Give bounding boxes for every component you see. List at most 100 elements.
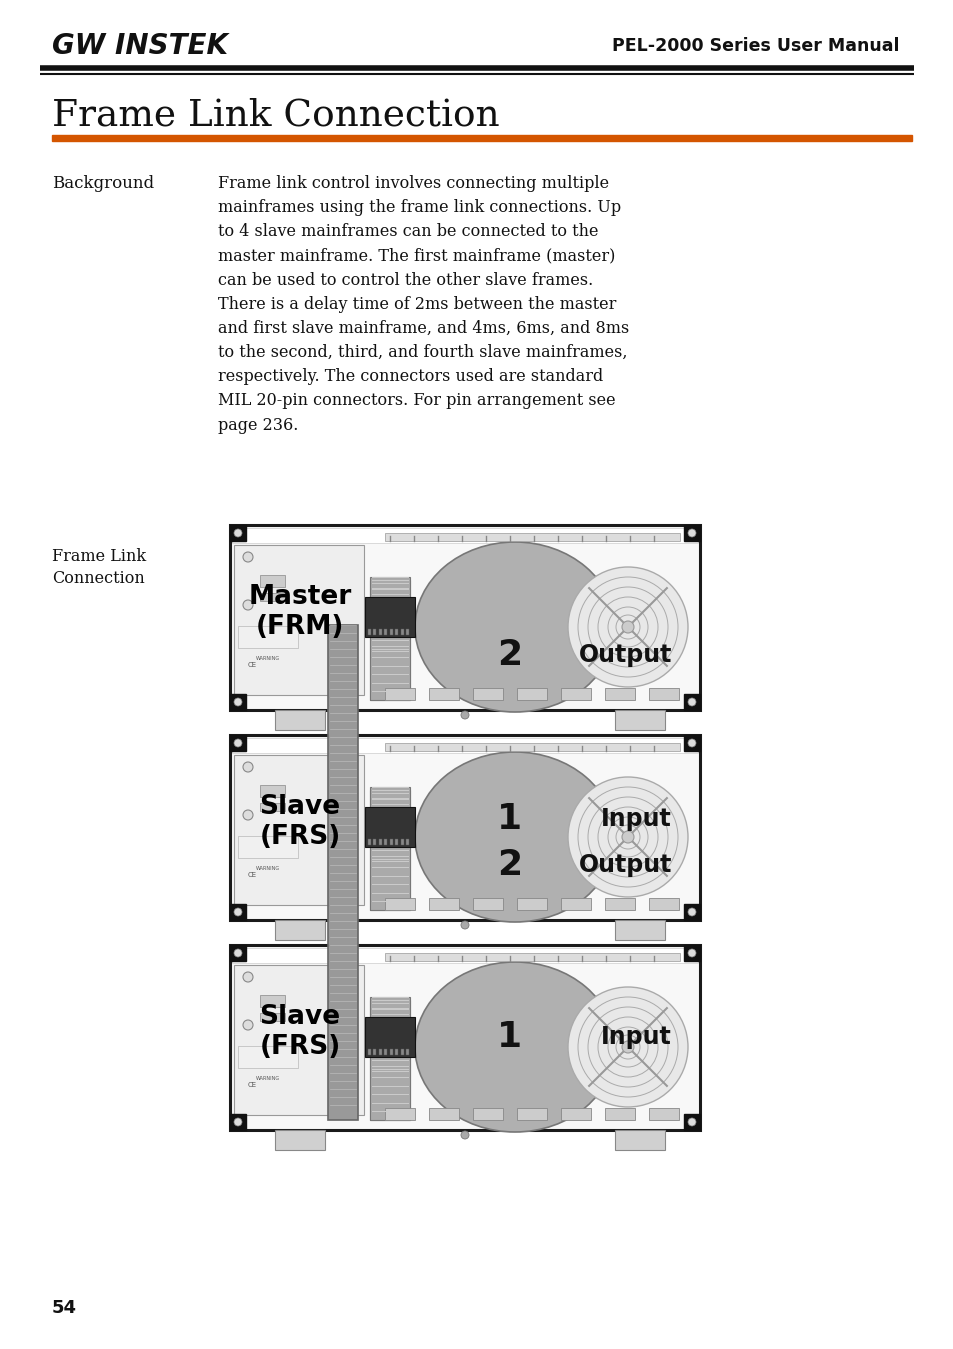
Circle shape [621, 621, 634, 633]
Bar [260, 1013, 285, 1021]
Bar [230, 946, 246, 960]
Bar [560, 1108, 590, 1120]
Bar [328, 625, 357, 1120]
Bar [385, 688, 415, 700]
Bar [274, 710, 325, 730]
Circle shape [567, 567, 687, 687]
Text: WARNING: WARNING [255, 866, 280, 871]
Bar [370, 1000, 410, 1120]
Bar [232, 738, 698, 753]
Text: 1: 1 [497, 1020, 522, 1054]
Bar [260, 785, 285, 797]
Text: 2: 2 [497, 849, 522, 882]
Bar [52, 135, 911, 142]
Bar [560, 898, 590, 911]
Bar [368, 629, 371, 635]
Bar [274, 1130, 325, 1149]
Circle shape [687, 1118, 696, 1126]
Bar [390, 1050, 393, 1055]
Bar [385, 743, 679, 751]
Bar [230, 693, 246, 710]
Text: GW INSTEK: GW INSTEK [52, 32, 228, 59]
Bar [615, 1130, 664, 1149]
Bar [378, 839, 381, 844]
Bar [230, 735, 246, 751]
Bar [648, 898, 679, 911]
Bar [473, 898, 502, 911]
Bar [237, 836, 297, 858]
Text: Input: Input [600, 1025, 671, 1050]
Bar [406, 629, 409, 635]
Bar [237, 626, 297, 648]
Bar [365, 1017, 415, 1058]
Bar [406, 1050, 409, 1055]
Text: Output: Output [578, 853, 671, 877]
Text: CE: CE [247, 662, 256, 668]
Bar [368, 839, 371, 844]
Circle shape [233, 739, 242, 747]
Bar [232, 948, 698, 963]
Circle shape [567, 987, 687, 1108]
Bar [230, 904, 246, 920]
Bar [230, 525, 700, 710]
Circle shape [243, 1020, 253, 1031]
Text: CE: CE [247, 1082, 256, 1089]
Bar [274, 920, 325, 940]
Text: Input: Input [600, 807, 671, 831]
Circle shape [687, 948, 696, 956]
Text: PEL-2000 Series User Manual: PEL-2000 Series User Manual [612, 36, 899, 55]
Bar [373, 839, 375, 844]
Bar [683, 525, 700, 541]
Bar [560, 688, 590, 700]
Circle shape [687, 908, 696, 916]
Bar [230, 946, 700, 1130]
Text: Slave
(FRS): Slave (FRS) [259, 1004, 340, 1060]
Bar [648, 1108, 679, 1120]
Bar [230, 1114, 246, 1130]
Text: Frame Link
Connection: Frame Link Connection [52, 548, 146, 587]
Ellipse shape [415, 751, 615, 921]
Circle shape [233, 1118, 242, 1126]
Bar [429, 898, 458, 911]
Bar [384, 629, 387, 635]
Bar [517, 1108, 546, 1120]
Bar [370, 577, 410, 700]
Bar [260, 594, 285, 602]
Text: Background: Background [52, 175, 154, 192]
Bar [395, 839, 397, 844]
Ellipse shape [415, 542, 615, 712]
Bar [395, 1050, 397, 1055]
Bar [384, 1050, 387, 1055]
Bar [400, 629, 403, 635]
Bar [615, 710, 664, 730]
Bar [384, 839, 387, 844]
Text: 1: 1 [497, 803, 522, 836]
Bar [230, 525, 246, 541]
Circle shape [243, 973, 253, 982]
Bar [260, 996, 285, 1006]
Bar [233, 545, 364, 695]
Bar [230, 735, 700, 920]
Circle shape [233, 948, 242, 956]
Bar [385, 533, 679, 541]
Circle shape [243, 600, 253, 610]
Circle shape [233, 908, 242, 916]
Bar [400, 839, 403, 844]
Bar [370, 786, 410, 911]
Ellipse shape [415, 962, 615, 1132]
Circle shape [243, 552, 253, 563]
Bar [378, 1050, 381, 1055]
Bar [385, 898, 415, 911]
Circle shape [233, 697, 242, 706]
Circle shape [460, 1130, 469, 1139]
Bar [683, 735, 700, 751]
Text: Output: Output [578, 643, 671, 666]
Bar [473, 688, 502, 700]
Circle shape [621, 1041, 634, 1054]
Bar [365, 598, 415, 637]
Bar [385, 1108, 415, 1120]
Bar [683, 946, 700, 960]
Circle shape [460, 711, 469, 719]
Text: Slave
(FRS): Slave (FRS) [259, 795, 340, 850]
Bar [517, 898, 546, 911]
